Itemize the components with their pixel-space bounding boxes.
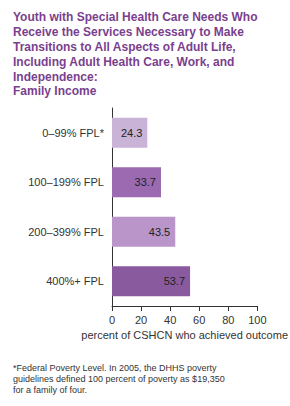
svg-text:40: 40 xyxy=(164,314,176,326)
svg-text:43.5: 43.5 xyxy=(149,226,170,238)
svg-text:*Federal Poverty Level. In 200: *Federal Poverty Level. In 2005, the DHH… xyxy=(13,363,219,373)
svg-text:24.3: 24.3 xyxy=(121,127,142,139)
svg-text:guidelines defined 100 percent: guidelines defined 100 percent of povert… xyxy=(13,374,227,384)
svg-text:200–399% FPL: 200–399% FPL xyxy=(28,226,104,238)
svg-text:Youth with Special Health Care: Youth with Special Health Care Needs Who xyxy=(13,10,261,24)
svg-text:Including Adult Health Care, W: Including Adult Health Care, Work, and xyxy=(13,55,238,69)
svg-text:percent of CSHCN who achieved: percent of CSHCN who achieved outcome xyxy=(81,329,288,341)
svg-text:53.7: 53.7 xyxy=(164,275,185,287)
svg-text:Independence:: Independence: xyxy=(13,70,98,84)
svg-text:0–99% FPL*: 0–99% FPL* xyxy=(42,127,104,139)
svg-text:80: 80 xyxy=(222,314,234,326)
svg-text:400%+ FPL: 400%+ FPL xyxy=(46,275,104,287)
svg-text:for a family of four.: for a family of four. xyxy=(13,385,87,395)
svg-text:0: 0 xyxy=(109,314,115,326)
svg-text:Transitions to All Aspects of: Transitions to All Aspects of Adult Life… xyxy=(13,40,239,54)
svg-text:20: 20 xyxy=(135,314,147,326)
svg-text:100–199% FPL: 100–199% FPL xyxy=(28,176,104,188)
svg-text:100: 100 xyxy=(248,314,266,326)
svg-text:60: 60 xyxy=(193,314,205,326)
svg-text:33.7: 33.7 xyxy=(135,176,156,188)
svg-text:Family Income: Family Income xyxy=(13,84,97,98)
svg-text:Receive the Services Necessary: Receive the Services Necessary to Make xyxy=(13,25,247,39)
